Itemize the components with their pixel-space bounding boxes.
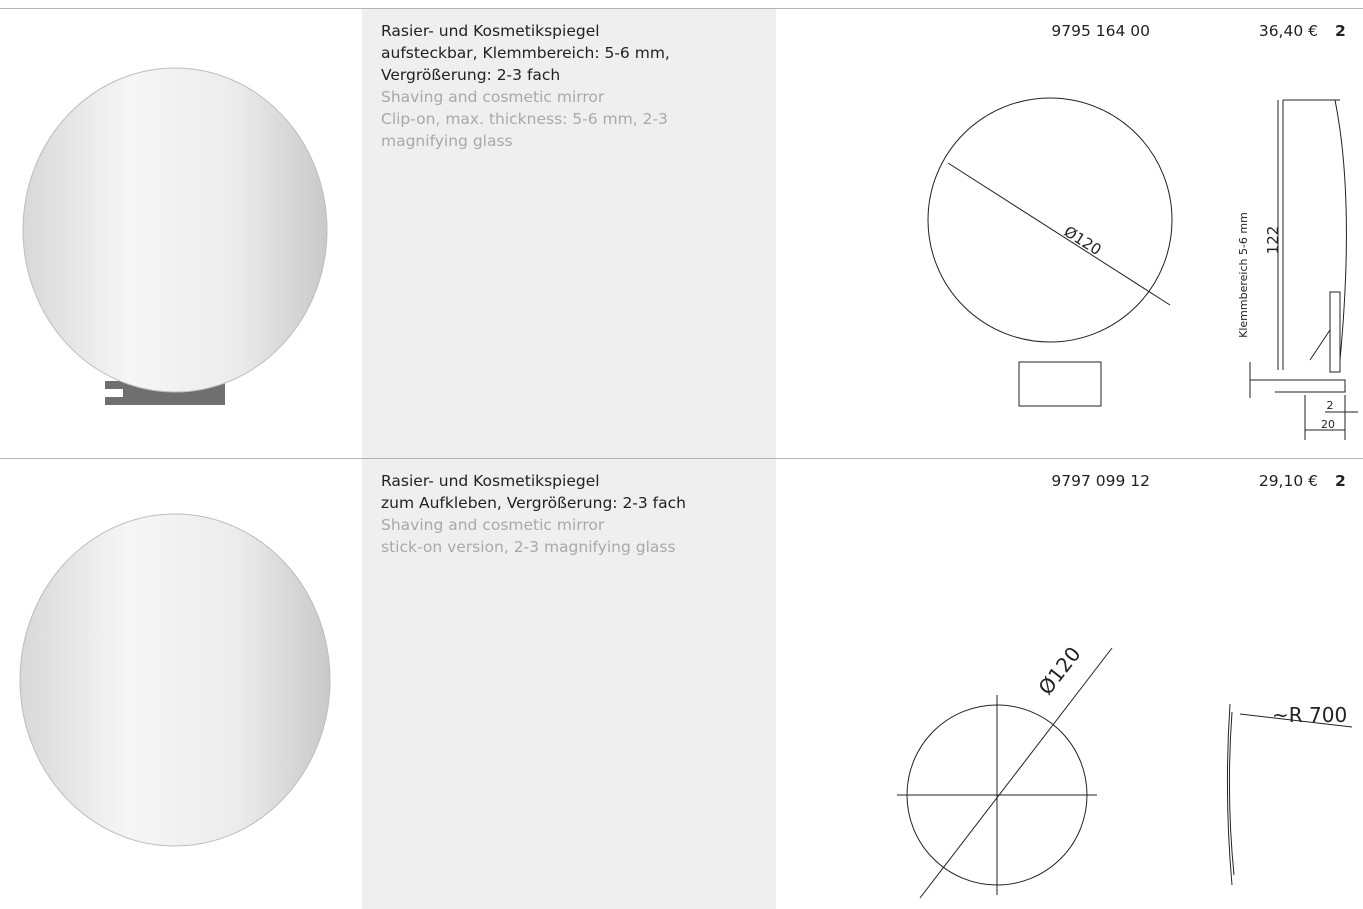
mirror-photo	[22, 67, 328, 393]
text-line: Shaving and cosmetic mirror	[381, 516, 605, 534]
text-line: Clip-on, max. thickness: 5-6 mm, 2-3	[381, 110, 668, 128]
mirror-photo	[19, 513, 331, 847]
price: 36,40 €	[1258, 22, 1318, 40]
product-description: Rasier- und Kosmetikspiegel zum Aufklebe…	[381, 470, 686, 558]
dimension-label: Ø120	[1033, 642, 1085, 699]
quantity: 2	[1335, 22, 1346, 40]
divider	[0, 8, 1363, 9]
dimension-label: 20	[1321, 418, 1335, 431]
dimension-label: ~R 700	[1272, 703, 1347, 727]
dimension-label: Klemmbereich 5-6 mm	[1237, 212, 1250, 338]
price: 29,10 €	[1258, 472, 1318, 490]
text-line: stick-on version, 2-3 magnifying glass	[381, 538, 676, 556]
dimension-label: 122	[1264, 226, 1282, 255]
quantity: 2	[1335, 472, 1346, 490]
text-line: aufsteckbar, Klemmbereich: 5-6 mm,	[381, 44, 670, 62]
technical-drawing	[897, 647, 1353, 899]
article-number: 9797 099 12	[1051, 472, 1150, 490]
text-line: Rasier- und Kosmetikspiegel	[381, 472, 600, 490]
text-line: Vergrößerung: 2-3 fach	[381, 66, 561, 84]
dimension-label: 2	[1327, 399, 1334, 412]
technical-drawing	[927, 97, 1358, 440]
text-line: Shaving and cosmetic mirror	[381, 88, 605, 106]
text-line: magnifying glass	[381, 132, 513, 150]
description-column	[362, 9, 776, 909]
text-line: zum Aufkleben, Vergrößerung: 2-3 fach	[381, 494, 686, 512]
text-line: Rasier- und Kosmetikspiegel	[381, 22, 600, 40]
article-number: 9795 164 00	[1051, 22, 1150, 40]
product-description: Rasier- und Kosmetikspiegel aufsteckbar,…	[381, 20, 670, 152]
divider	[0, 458, 1363, 459]
